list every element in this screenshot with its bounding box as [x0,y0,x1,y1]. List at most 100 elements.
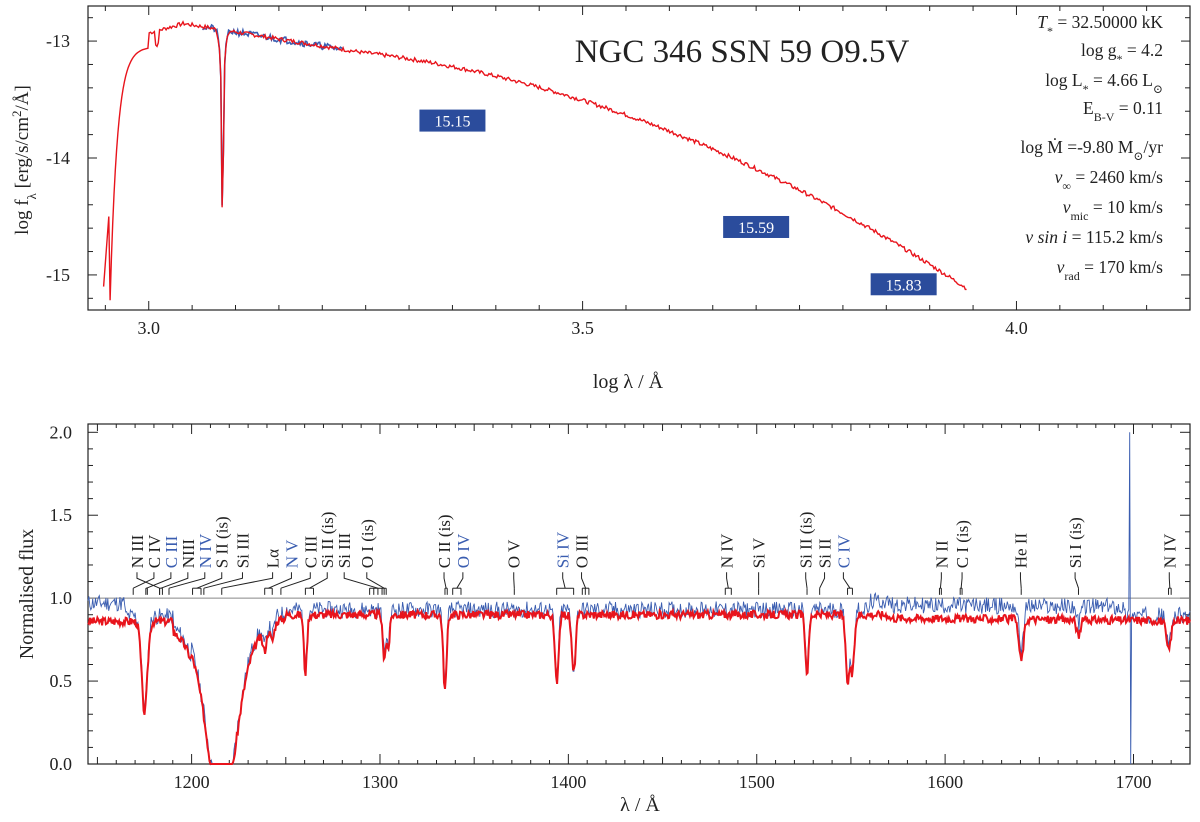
line-id-label: C IV [145,534,164,568]
param-vinf: v∞ = 2460 km/s [1055,167,1164,193]
photometry-label-box [870,273,937,296]
line-id-leader [132,572,155,589]
line-id-label: Si III [233,532,252,568]
line-id: C IV [132,534,164,595]
line-id-label: C IV [834,534,853,568]
param-logL: log L* = 4.66 L⊙ [1045,70,1163,96]
line-id-leader [939,572,942,589]
line-id: He II [1011,533,1030,595]
line-id: O V [505,539,524,595]
line-id: Lα [221,549,283,595]
line-id: Si II (is) [304,512,337,595]
line-id-label: Si IV [554,531,573,568]
sed-axis-ticks: 3.0 3.5 4.0 -13 -14 -15 [46,6,1191,338]
line-id-leader [366,572,385,589]
line-id: N V [264,539,301,595]
line-id-label: N IV [718,533,737,568]
spectrum-axis-ticks: 1200 1300 1400 1500 1600 1700 0.0 0.5 1.0 1.5 2.0 [50,422,1190,792]
spectrum-x-tick-label: 1200 [174,772,210,792]
line-id: C III [145,535,181,595]
spectrum-y-tick-label: 2.0 [50,422,73,442]
line-id-label: S II (is) [213,516,232,568]
photometry-label-box [419,109,486,132]
line-id-leader [196,572,223,589]
sed-x-tick-label: 4.0 [1005,318,1028,338]
spectrum-x-tick-label: 1600 [927,772,963,792]
param-teff: T* = 32.50000 kK [1037,12,1163,38]
line-id: C IV [834,534,853,595]
line-id-leader [1019,572,1022,589]
line-id-label: Lα [264,549,283,568]
sed-curves [102,20,967,301]
photometry-label-box [723,215,790,238]
sed-x-tick-label: 3.5 [571,318,594,338]
line-id: O IV [452,533,473,595]
line-id-label: O V [505,539,524,568]
line-id-leader [136,572,160,589]
line-id-leader [343,572,379,589]
photometry-magnitude: 15.83 [886,277,922,294]
sed-model-curve [102,20,967,301]
param-mdot: log Ṁ =-9.80 M⊙/yr [1021,137,1164,163]
line-id-label: He II [1011,533,1030,569]
line-id: N II [932,540,951,595]
sed-x-axis-label: log λ / Å [593,371,664,393]
line-id-label: O IV [454,533,473,568]
line-id: Si II [816,538,835,595]
line-id-leader [203,572,243,589]
spectrum-y-tick-label: 0.5 [50,671,73,691]
line-id-label: NIII [179,539,198,569]
line-id-label: Si II (is) [318,512,337,569]
line-id-leader [581,572,587,589]
line-id: C III [280,535,320,595]
line-id-label: Si I (is) [1066,517,1085,568]
param-ebv: EB-V = 0.11 [1083,98,1163,124]
sed-title: NGC 346 SSN 59 O9.5V [575,34,910,70]
photometry-magnitude: 15.15 [434,114,470,131]
line-id-leader [456,572,464,589]
sed-y-tick-label: -13 [46,31,70,51]
spectrum-x-tick-label: 1300 [362,772,398,792]
line-id-leader [960,572,963,589]
spectrum-x-tick-label: 1500 [739,772,775,792]
sed-plot-frame [87,5,1191,311]
line-id-label: O III [573,534,592,568]
spectrum-x-tick-label: 1700 [1115,772,1151,792]
line-id-label: O I (is) [358,519,377,568]
line-id-leader [819,572,826,589]
line-id-leader [268,572,292,589]
line-id: S II (is) [192,516,232,595]
line-id-label: N IV [196,533,215,568]
line-id: C II (is) [435,514,454,595]
line-id-label: N IV [1160,533,1179,568]
line-id: O I (is) [358,519,385,595]
line-id: N IV [718,533,737,595]
spectrum-y-tick-label: 1.0 [50,588,73,608]
line-id-leader [309,572,328,589]
spectrum-panel: 1200 1300 1400 1500 1600 17000.00.51.01.52.0 … [16,422,1191,816]
line-id-leader [805,572,808,589]
param-logg: log g* = 4.2 [1081,40,1163,66]
spectrum-plot-frame [87,423,1191,765]
sed-y-tick-label: -14 [46,148,70,168]
line-id-label: Si II (is) [797,512,816,569]
line-id-leader [146,572,172,589]
param-vrad: vrad = 170 km/s [1057,257,1164,283]
photometry-magnitude: 15.59 [738,220,774,237]
line-id-leader [160,572,189,589]
line-id-label: C III [162,535,181,568]
line-id-leader [513,572,515,589]
line-id: C I (is) [953,520,972,595]
line-id-leader [168,572,206,589]
line-id-label: N II [932,540,951,568]
spectrum-y-tick-label: 1.5 [50,505,73,525]
line-id-leader [1168,572,1171,589]
model-spectrum [87,607,1191,765]
line-id: N IV [1160,533,1179,595]
sed-photometry-labels: 15.15 15.59 15.83 [419,109,937,296]
line-id-label: C I (is) [953,520,972,568]
line-id-leader [221,572,274,589]
line-id: Si II (is) [797,512,816,595]
line-id-leader [1074,572,1079,589]
